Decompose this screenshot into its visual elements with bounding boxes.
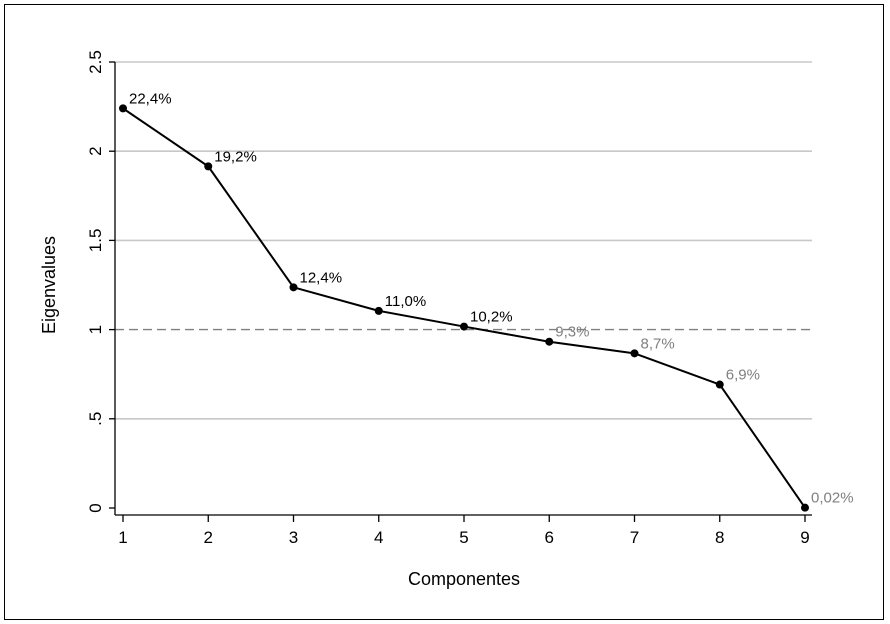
data-point (119, 104, 127, 113)
x-tick-label: 1 (118, 528, 127, 547)
x-axis-ticks: 1 2 3 4 5 6 7 8 9 (118, 515, 810, 547)
x-tick-label: 6 (545, 528, 554, 547)
y-tick-label: 1 (86, 325, 105, 334)
y-axis-title: Eigenvalues (39, 236, 59, 334)
data-label: 9,3% (555, 324, 589, 341)
y-tick-label: .5 (86, 412, 105, 426)
x-tick-label: 2 (204, 528, 213, 547)
data-point (630, 349, 639, 358)
data-label: 19,2% (214, 148, 257, 165)
x-tick-label: 9 (800, 528, 809, 547)
x-tick-label: 7 (630, 528, 639, 547)
data-point (289, 283, 298, 292)
x-tick-label: 4 (374, 528, 383, 547)
data-point (715, 380, 724, 389)
data-label: 8,7% (641, 335, 675, 352)
eigenvalue-series-line (122, 107, 806, 509)
chart-frame (4, 4, 884, 620)
data-point (545, 337, 554, 346)
data-label: 10,2% (470, 309, 513, 326)
data-label: 0,02% (811, 490, 854, 507)
data-point (801, 503, 809, 512)
data-point (460, 322, 468, 331)
x-tick-label: 5 (459, 528, 468, 547)
x-axis-title: Componentes (408, 569, 520, 589)
data-label: 12,4% (300, 269, 343, 286)
data-label: 6,9% (726, 367, 760, 384)
x-tick-label: 3 (289, 528, 298, 547)
y-axis-ticks: 0 .5 1 1.5 2 2.5 (86, 50, 115, 513)
data-label: 11,0% (385, 293, 426, 310)
data-labels: 22,4% 19,2% 12,4% 11,0% 10,2% 9,3% 8,7% 6,9% 0,0… (129, 90, 854, 506)
data-label: 22,4% (129, 90, 172, 107)
data-point (204, 162, 213, 171)
y-tick-label: 2 (86, 146, 105, 155)
y-tick-label: 1.5 (86, 229, 105, 253)
data-point (374, 306, 383, 315)
grid-lines (115, 61, 812, 420)
data-points (119, 104, 809, 512)
y-tick-label: 0 (86, 503, 105, 512)
y-tick-label: 2.5 (86, 50, 105, 74)
x-tick-label: 8 (715, 528, 724, 547)
